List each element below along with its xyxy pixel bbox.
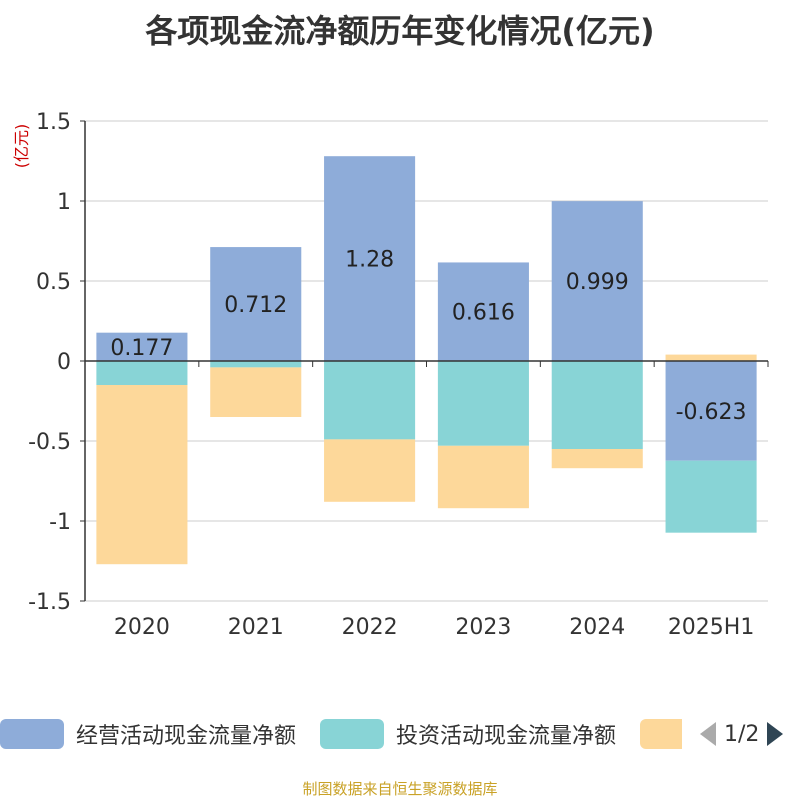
legend-pager: 1/2 <box>698 716 785 752</box>
pager-text: 1/2 <box>724 721 760 747</box>
bar-series2-2025H1 <box>665 460 757 533</box>
data-label: -0.623 <box>676 400 747 425</box>
bar-series1-2020 <box>96 332 188 361</box>
data-label: 0.712 <box>224 293 287 318</box>
legend-item-financing[interactable] <box>640 716 682 752</box>
data-label: 0.177 <box>110 336 173 361</box>
y-tick-label: 0.5 <box>36 270 71 295</box>
x-tick-label: 2021 <box>228 615 284 640</box>
pager-prev-icon[interactable] <box>698 720 718 748</box>
data-label: 1.28 <box>345 248 394 273</box>
legend-item-investing[interactable]: 投资活动现金流量净额 <box>320 716 616 752</box>
y-tick-label: 1 <box>57 190 71 215</box>
legend-swatch-operating <box>0 719 64 749</box>
x-tick-label: 2020 <box>114 615 170 640</box>
bar-series3-2022 <box>324 439 416 502</box>
x-tick-label: 2024 <box>569 615 625 640</box>
legend-swatch-investing <box>320 719 384 749</box>
data-label: 0.616 <box>452 301 515 326</box>
bar-series2-2021 <box>210 361 302 368</box>
x-tick-label: 2023 <box>455 615 511 640</box>
bar-series1-2025H1 <box>665 361 757 461</box>
legend-label-investing: 投资活动现金流量净额 <box>396 724 617 749</box>
legend-item-operating[interactable]: 经营活动现金流量净额 <box>0 716 296 752</box>
chart-title: 各项现金流净额历年变化情况(亿元) <box>145 12 655 50</box>
legend-swatch-financing <box>640 719 682 749</box>
bar-series2-2023 <box>437 361 529 446</box>
y-tick-label: -0.5 <box>28 430 71 455</box>
bar-series2-2022 <box>324 361 416 440</box>
bar-series1-2022 <box>324 156 416 361</box>
x-tick-label: 2022 <box>342 615 398 640</box>
bar-series3-2023 <box>437 445 529 509</box>
bar-series3-2025H1 <box>665 354 757 361</box>
data-label: 0.999 <box>566 270 629 295</box>
y-tick-label: -1.5 <box>28 590 71 615</box>
bar-series2-2020 <box>96 361 188 385</box>
pager-next-icon[interactable] <box>765 720 785 748</box>
footer-source: 制图数据来自恒生聚源数据库 <box>302 780 498 798</box>
bar-series3-2024 <box>551 449 643 469</box>
y-tick-label: 1.5 <box>36 110 71 135</box>
y-axis-label: (亿元) <box>12 124 31 169</box>
y-tick-label: -1 <box>49 510 71 535</box>
legend-label-operating: 经营活动现金流量净额 <box>76 724 297 749</box>
y-tick-label: 0 <box>57 350 71 375</box>
bar-series1-2024 <box>551 201 643 361</box>
bar-series1-2021 <box>210 247 302 361</box>
bar-series3-2021 <box>210 367 302 417</box>
bar-series2-2024 <box>551 361 643 449</box>
bar-series3-2020 <box>96 385 188 565</box>
x-tick-label: 2025H1 <box>668 615 755 640</box>
bar-series1-2023 <box>437 262 529 361</box>
